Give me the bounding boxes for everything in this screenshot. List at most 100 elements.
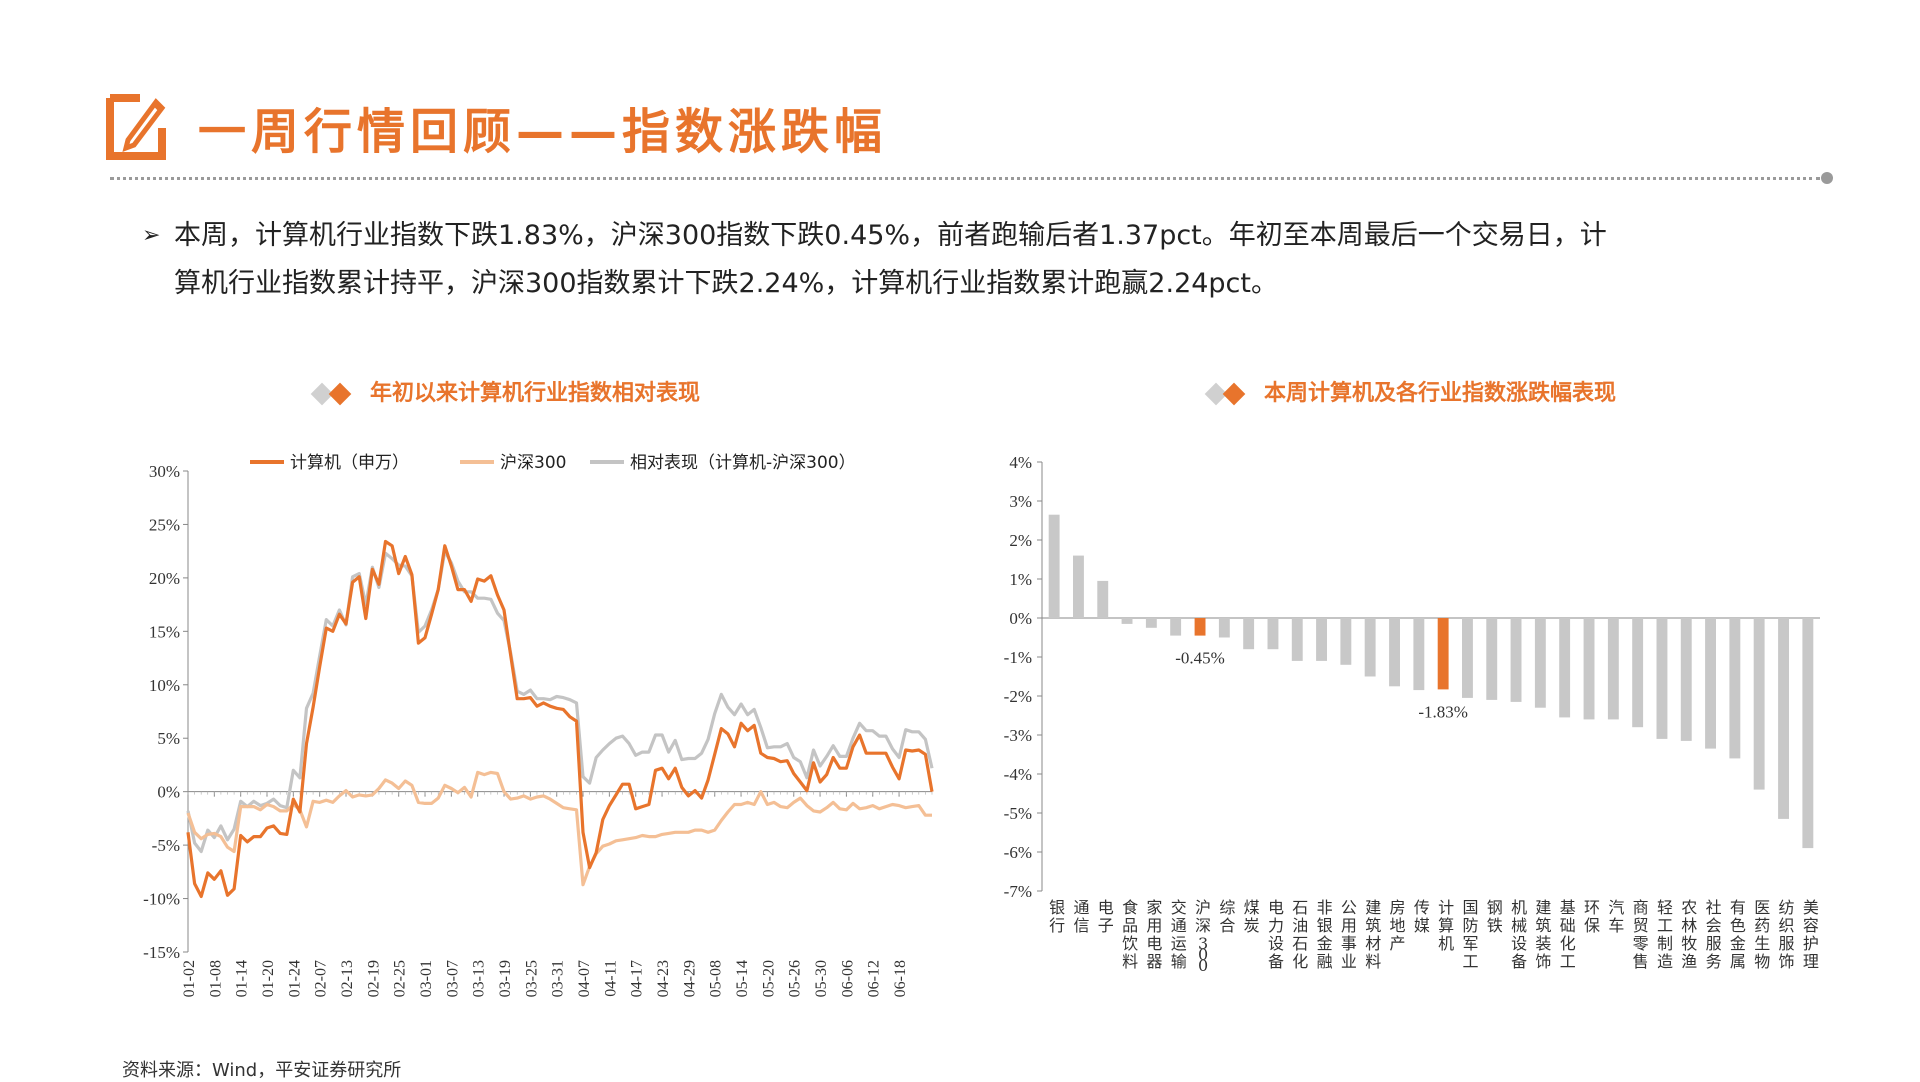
category-label: 建筑装饰 bbox=[1535, 898, 1551, 971]
bar-钢铁 bbox=[1486, 618, 1498, 700]
category-label: 环保 bbox=[1584, 898, 1600, 935]
bar-银行 bbox=[1048, 514, 1060, 618]
bar-非银金融 bbox=[1316, 618, 1327, 661]
x-tick-label: 05-08 bbox=[708, 960, 725, 997]
bar-医药生物 bbox=[1753, 618, 1765, 790]
bar-机械设备 bbox=[1510, 618, 1522, 702]
page-title: 一周行情回顾——指数涨跌幅 bbox=[198, 104, 888, 160]
category-label: 轻工制造 bbox=[1657, 898, 1673, 971]
x-tick-label: 06-12 bbox=[866, 960, 883, 997]
category-label: 通信 bbox=[1073, 898, 1089, 935]
y-tick-label: -1% bbox=[1004, 648, 1032, 667]
summary-line-2: 算机行业指数累计持平，沪深300指数累计下跌2.24%，计算机行业指数累计跑赢2… bbox=[174, 268, 1278, 299]
x-tick-label: 03-25 bbox=[523, 960, 540, 997]
x-tick-label: 02-07 bbox=[313, 960, 330, 997]
category-label: 石油石化 bbox=[1292, 898, 1308, 971]
x-tick-label: 04-17 bbox=[629, 960, 646, 997]
bar-汽车 bbox=[1607, 618, 1619, 720]
bar-社会服务 bbox=[1705, 618, 1716, 749]
category-label: 银行 bbox=[1049, 898, 1065, 935]
bar-沪深300 bbox=[1194, 618, 1206, 636]
series-line-1 bbox=[186, 770, 932, 887]
category-label: 传媒 bbox=[1414, 898, 1430, 935]
x-tick-label: 01-08 bbox=[207, 960, 224, 997]
category-label: 有色金属 bbox=[1730, 898, 1746, 971]
line-chart: 30% 25% 20% 15% 10% 5% 0% -5% -10% -15%01-02 01-08… bbox=[143, 453, 934, 997]
bar-商贸零售 bbox=[1632, 618, 1644, 728]
x-tick-label: 05-20 bbox=[760, 960, 777, 997]
x-tick-label: 03-07 bbox=[444, 960, 461, 997]
x-tick-label: 03-19 bbox=[497, 960, 514, 997]
source-note: 资料来源：Wind，平安证券研究所 bbox=[122, 1060, 402, 1081]
category-label: 电力设备 bbox=[1268, 898, 1284, 971]
category-label: 煤炭 bbox=[1244, 898, 1260, 935]
y-tick-label: -4% bbox=[1004, 765, 1032, 784]
bar-纺织服饰 bbox=[1778, 618, 1789, 819]
diamond-bullet-icon bbox=[1204, 382, 1254, 406]
bar-建筑材料 bbox=[1364, 618, 1376, 677]
bar-国防军工 bbox=[1462, 618, 1473, 698]
y-tick-label: 15% bbox=[149, 622, 180, 641]
bar-电子 bbox=[1097, 580, 1109, 618]
data-label: -1.83% bbox=[1418, 702, 1468, 721]
x-tick-label: 06-18 bbox=[892, 960, 909, 997]
legend-item: 计算机（申万） bbox=[250, 453, 409, 473]
arrow-bullet-icon: ➢ bbox=[142, 223, 161, 248]
category-label: 房地产 bbox=[1390, 898, 1406, 953]
series-line-2 bbox=[186, 549, 934, 854]
bar-电力设备 bbox=[1267, 618, 1279, 650]
bar-家用电器 bbox=[1145, 618, 1157, 628]
legend-item: 沪深300 bbox=[460, 453, 566, 473]
category-label: 沪深 3 0 0 bbox=[1195, 898, 1211, 975]
x-tick-label: 03-01 bbox=[418, 960, 435, 997]
y-tick-label: 20% bbox=[149, 569, 180, 588]
y-tick-label: 3% bbox=[1009, 492, 1032, 511]
x-tick-label: 02-25 bbox=[392, 960, 409, 997]
category-label: 汽车 bbox=[1608, 898, 1624, 935]
bar-美容护理 bbox=[1802, 618, 1814, 849]
x-tick-label: 02-13 bbox=[339, 960, 356, 997]
x-tick-label: 01-02 bbox=[181, 960, 198, 997]
bar-交通运输 bbox=[1170, 618, 1182, 636]
summary-line-1: 本周，计算机行业指数下跌1.83%，沪深300指数下跌0.45%，前者跑输后者1… bbox=[174, 220, 1607, 251]
y-tick-label: 5% bbox=[157, 729, 180, 748]
x-tick-label: 01-20 bbox=[260, 960, 277, 997]
x-tick-label: 04-23 bbox=[655, 960, 672, 997]
legend-label: 计算机（申万） bbox=[290, 453, 409, 473]
y-tick-label: -5% bbox=[152, 836, 180, 855]
category-label: 社会服务 bbox=[1706, 898, 1722, 971]
bar-chart-title-block: 本周计算机及各行业指数涨跌幅表现 bbox=[1204, 375, 1617, 407]
bar-基础化工 bbox=[1559, 618, 1571, 718]
x-tick-label: 05-26 bbox=[787, 960, 804, 997]
category-label: 交通运输 bbox=[1171, 898, 1187, 971]
category-label: 国防军工 bbox=[1462, 898, 1478, 971]
y-tick-label: -6% bbox=[1004, 843, 1032, 862]
legend-item: 相对表现（计算机-沪深300） bbox=[590, 453, 856, 473]
bar-煤炭 bbox=[1243, 618, 1255, 650]
bar-石油石化 bbox=[1291, 618, 1303, 661]
category-label: 医药生物 bbox=[1754, 898, 1770, 971]
bar-传媒 bbox=[1413, 618, 1425, 691]
category-label: 计算机 bbox=[1438, 898, 1454, 953]
category-label: 综合 bbox=[1219, 898, 1235, 935]
y-tick-label: 30% bbox=[149, 462, 180, 481]
category-label: 家用电器 bbox=[1146, 898, 1162, 971]
bar-chart: 4% 3% 2% 1% 0% -1% -2% -3% -4% -5% -6% -7% 银行通信电子食品饮… bbox=[1004, 453, 1820, 975]
bar-农林牧渔 bbox=[1680, 618, 1692, 741]
bar-chart-title: 本周计算机及各行业指数涨跌幅表现 bbox=[1264, 381, 1617, 406]
x-tick-label: 02-19 bbox=[365, 960, 382, 997]
series-line-0 bbox=[186, 539, 934, 898]
pencil-square-icon bbox=[106, 94, 166, 160]
y-tick-label: 25% bbox=[149, 515, 180, 534]
y-tick-label: 0% bbox=[157, 783, 180, 802]
bar-食品饮料 bbox=[1121, 618, 1133, 624]
divider-dot-icon bbox=[1821, 172, 1833, 184]
y-tick-label: -7% bbox=[1004, 882, 1032, 901]
data-label: -0.45% bbox=[1175, 649, 1225, 668]
diamond-bullet-icon bbox=[310, 382, 360, 406]
category-label: 钢铁 bbox=[1487, 898, 1503, 935]
y-tick-label: -10% bbox=[143, 890, 180, 909]
bar-计算机 bbox=[1437, 618, 1449, 690]
category-label: 公用事业 bbox=[1341, 898, 1357, 971]
x-tick-label: 03-31 bbox=[550, 960, 567, 997]
